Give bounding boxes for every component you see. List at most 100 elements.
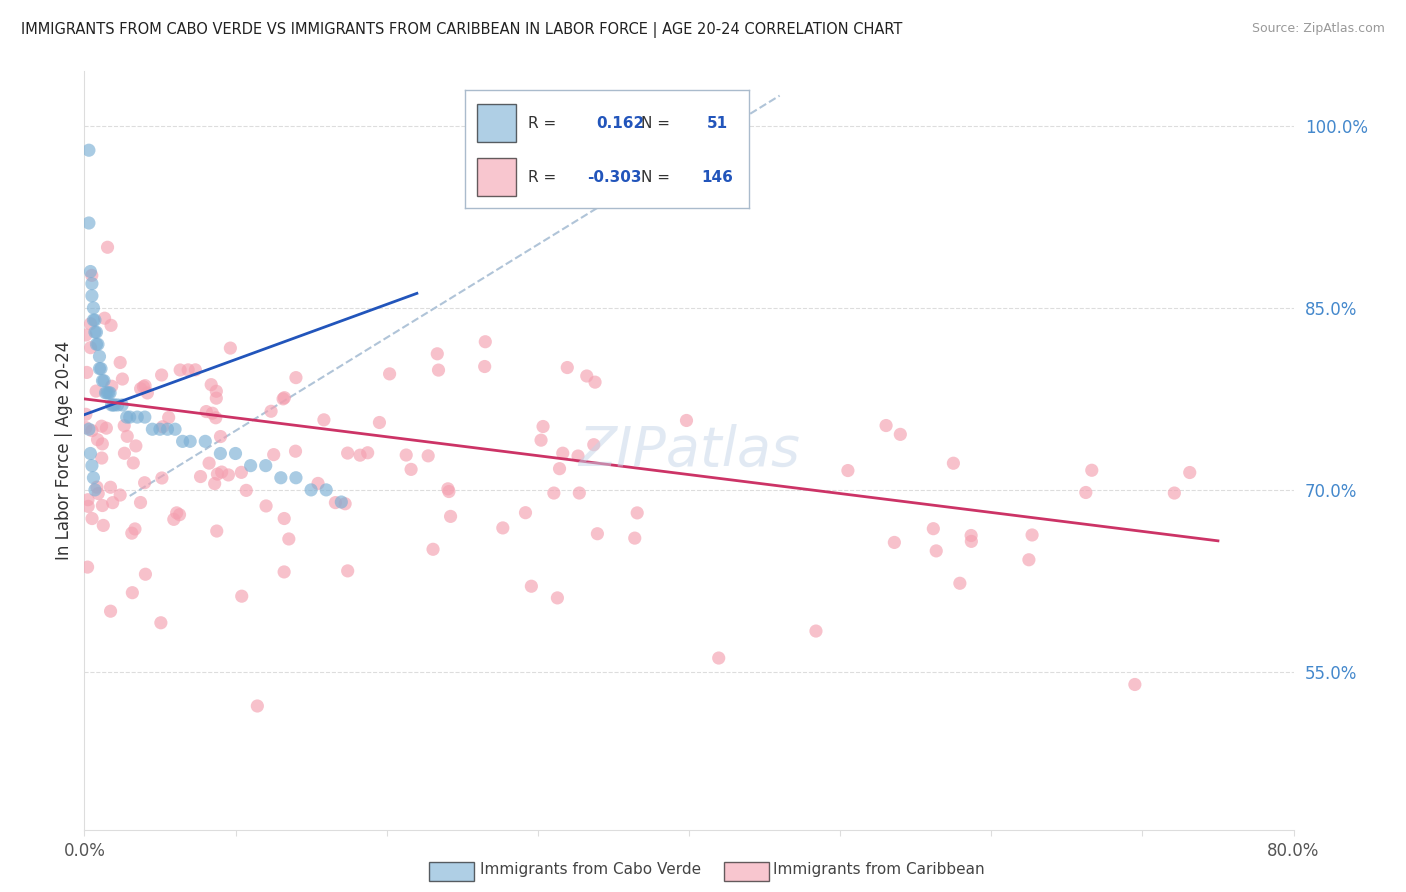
- Point: [273, 391, 295, 405]
- Point: [94, 385, 117, 400]
- Point: [548, 461, 571, 475]
- Point: [124, 522, 146, 536]
- Point: [568, 486, 591, 500]
- Point: [368, 416, 391, 430]
- Point: [87, 486, 110, 500]
- Point: [96, 385, 118, 400]
- Point: [217, 467, 239, 482]
- Point: [129, 382, 152, 396]
- Point: [132, 380, 155, 394]
- Point: [149, 615, 172, 630]
- Point: [325, 495, 347, 509]
- Point: [315, 483, 337, 497]
- Point: [273, 511, 295, 525]
- Point: [76, 366, 98, 380]
- Point: [1021, 528, 1043, 542]
- Point: [209, 446, 232, 460]
- Point: [422, 542, 444, 557]
- Point: [121, 585, 143, 599]
- Point: [254, 499, 277, 513]
- Point: [307, 476, 329, 491]
- Point: [134, 475, 156, 490]
- Point: [530, 433, 553, 447]
- Point: [93, 311, 115, 326]
- Point: [177, 363, 200, 377]
- Point: [86, 433, 108, 447]
- Point: [555, 360, 578, 375]
- Point: [543, 486, 565, 500]
- Point: [80, 511, 103, 525]
- Point: [80, 289, 103, 303]
- Text: Source: ZipAtlas.com: Source: ZipAtlas.com: [1251, 22, 1385, 36]
- Point: [575, 369, 598, 384]
- Point: [427, 363, 450, 377]
- Point: [437, 482, 460, 496]
- Point: [107, 398, 129, 412]
- Point: [87, 337, 110, 351]
- Point: [231, 589, 253, 603]
- Point: [567, 449, 589, 463]
- Point: [235, 483, 257, 498]
- Point: [270, 471, 292, 485]
- Point: [205, 524, 228, 538]
- Point: [551, 446, 574, 460]
- Point: [96, 421, 118, 435]
- Point: [82, 301, 104, 315]
- Point: [349, 448, 371, 462]
- Point: [86, 337, 108, 351]
- Point: [515, 506, 537, 520]
- Point: [108, 355, 131, 369]
- Point: [219, 341, 242, 355]
- Point: [399, 462, 422, 476]
- Point: [79, 341, 101, 355]
- Point: [623, 531, 645, 545]
- Point: [90, 361, 112, 376]
- Point: [150, 471, 173, 485]
- Point: [152, 419, 174, 434]
- Point: [112, 418, 135, 433]
- Point: [114, 446, 136, 460]
- Point: [426, 347, 449, 361]
- Point: [925, 544, 948, 558]
- Point: [284, 444, 307, 458]
- Point: [675, 413, 697, 427]
- Point: [277, 532, 299, 546]
- Point: [204, 410, 226, 425]
- Point: [263, 448, 285, 462]
- Point: [75, 328, 97, 343]
- Point: [418, 449, 440, 463]
- Point: [121, 526, 143, 541]
- Point: [205, 391, 228, 405]
- Point: [1074, 485, 1097, 500]
- Point: [231, 466, 253, 480]
- Point: [942, 456, 965, 470]
- Point: [439, 509, 461, 524]
- Point: [960, 534, 983, 549]
- Point: [312, 413, 335, 427]
- Point: [960, 528, 983, 542]
- Point: [1178, 466, 1201, 480]
- Point: [100, 318, 122, 333]
- Point: [437, 484, 460, 499]
- Point: [129, 495, 152, 509]
- Point: [134, 567, 156, 582]
- Point: [80, 277, 103, 291]
- Point: [77, 422, 100, 436]
- Point: [492, 521, 515, 535]
- Point: [330, 495, 353, 509]
- Point: [89, 350, 111, 364]
- Point: [125, 439, 148, 453]
- Point: [169, 363, 191, 377]
- Point: [157, 410, 180, 425]
- Point: [395, 448, 418, 462]
- Point: [225, 446, 247, 460]
- Point: [111, 372, 134, 386]
- Point: [80, 268, 103, 283]
- Point: [707, 651, 730, 665]
- Point: [75, 420, 97, 434]
- Point: [194, 434, 217, 449]
- Point: [889, 427, 911, 442]
- Point: [100, 604, 122, 618]
- Point: [77, 492, 100, 507]
- Point: [97, 385, 120, 400]
